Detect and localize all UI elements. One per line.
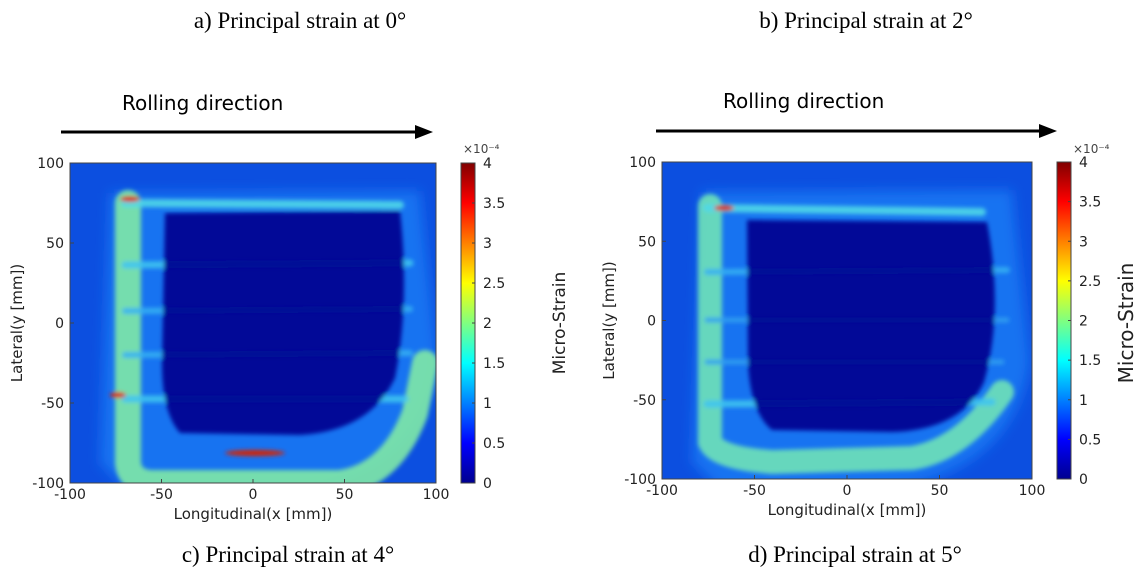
- heatmap-field: [662, 162, 1032, 479]
- colorbar-tick-label: 2: [1079, 314, 1088, 330]
- y-axis-label: Lateral(y [mm]): [600, 261, 618, 379]
- colorbar-tick-label: 1.5: [483, 356, 505, 372]
- y-tick-label: 0: [55, 316, 64, 332]
- low-strain-core: [747, 220, 995, 432]
- colorbar-tick-label: 0: [1079, 472, 1088, 488]
- y-tick-label: 0: [647, 314, 656, 330]
- colorbar-label: Micro-Strain: [1114, 263, 1138, 384]
- strain-band: [703, 204, 986, 216]
- y-tick-label: -50: [41, 396, 64, 412]
- colorbar-tick-label: 4: [483, 156, 492, 172]
- strain-band: [698, 194, 1014, 475]
- colorbar-tick-label: 3.5: [1079, 195, 1101, 211]
- colorbar-tick-label: 2.5: [483, 276, 505, 292]
- low-strain-core: [162, 211, 404, 435]
- x-tick-label: -100: [54, 487, 86, 503]
- x-tick-label: 100: [423, 487, 450, 503]
- x-tick-label: 100: [1019, 483, 1046, 499]
- x-tick-label: -100: [646, 483, 678, 499]
- x-tick-label: -50: [150, 487, 173, 503]
- colorbar-tick-label: 3: [1079, 234, 1088, 250]
- hot-spot: [110, 392, 126, 398]
- colorbar-tick-label: 1: [1079, 393, 1088, 409]
- rolling-direction-label: Rolling direction: [122, 91, 283, 115]
- x-tick-label: 50: [336, 487, 354, 503]
- caption-top-right: b) Principal strain at 2°: [759, 8, 973, 33]
- caption-bottom-right: d) Principal strain at 5°: [748, 542, 962, 567]
- x-tick-label: 50: [931, 483, 949, 499]
- hot-spot: [120, 196, 140, 202]
- caption-bottom-left: c) Principal strain at 4°: [181, 542, 395, 567]
- colorbar-tick-label: 0.5: [1079, 432, 1101, 448]
- y-tick-label: 100: [629, 155, 656, 171]
- colorbar-tick-label: 0.5: [483, 436, 505, 452]
- colorbar-tick-label: 1.5: [1079, 353, 1101, 369]
- y-tick-label: 100: [37, 156, 64, 172]
- colorbar-tick-label: 1: [483, 396, 492, 412]
- colorbar-tick-label: 4: [1079, 155, 1088, 171]
- hot-spot: [225, 450, 285, 456]
- y-tick-label: -50: [633, 393, 656, 409]
- colorbar-tick-label: 2.5: [1079, 274, 1101, 290]
- rolling-direction-label: Rolling direction: [723, 89, 884, 113]
- colorbar-tick-label: 0: [483, 476, 492, 492]
- colorbar-tick-label: 3: [483, 236, 492, 252]
- rolling-direction-arrowhead: [1039, 124, 1057, 138]
- x-tick-label: 0: [249, 487, 258, 503]
- y-tick-label: 50: [46, 236, 64, 252]
- colorbar-exponent: ×10⁻⁴: [1073, 142, 1110, 156]
- y-axis-label: Lateral(y [mm]): [8, 264, 26, 382]
- x-tick-label: 0: [843, 483, 852, 499]
- colorbar-tick-label: 3.5: [483, 196, 505, 212]
- y-tick-label: -100: [32, 476, 64, 492]
- y-tick-label: 50: [638, 234, 656, 250]
- hot-spot: [714, 205, 734, 211]
- caption-top-left: a) Principal strain at 0°: [193, 8, 407, 33]
- strain-bands: [698, 194, 1014, 475]
- x-axis-label: Longitudinal(x [mm]): [768, 501, 927, 519]
- strain-band: [121, 199, 404, 209]
- x-tick-label: -50: [743, 483, 766, 499]
- y-tick-label: -100: [624, 472, 656, 488]
- colorbar-tick-label: 2: [483, 316, 492, 332]
- colorbar-label: Micro-Strain: [550, 272, 570, 375]
- heatmap-field: [70, 163, 436, 483]
- rolling-direction-arrowhead: [415, 125, 433, 139]
- x-axis-label: Longitudinal(x [mm]): [174, 505, 333, 523]
- colorbar-exponent: ×10⁻⁴: [463, 142, 500, 156]
